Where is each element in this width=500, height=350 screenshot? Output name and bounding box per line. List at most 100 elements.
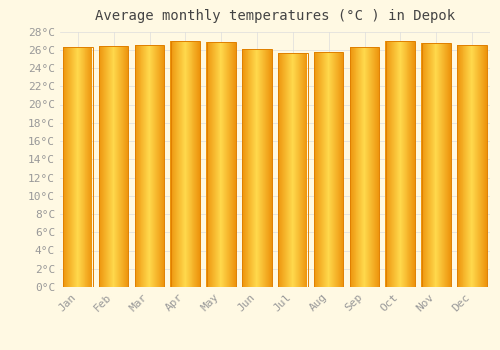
Bar bbox=[268, 49, 269, 287]
Bar bbox=[318, 51, 319, 287]
Bar bbox=[258, 49, 259, 287]
Bar bbox=[63, 47, 64, 287]
Bar bbox=[156, 45, 157, 287]
Bar bbox=[184, 41, 185, 287]
Bar bbox=[438, 43, 439, 287]
Bar bbox=[357, 47, 358, 287]
Bar bbox=[437, 43, 438, 287]
Bar bbox=[269, 49, 270, 287]
Bar bbox=[427, 43, 428, 287]
Bar bbox=[414, 41, 415, 287]
Bar bbox=[233, 42, 234, 287]
Bar bbox=[422, 43, 423, 287]
Bar bbox=[359, 47, 360, 287]
Bar bbox=[142, 45, 143, 287]
Bar bbox=[119, 46, 120, 287]
Bar bbox=[364, 47, 365, 287]
Bar bbox=[476, 45, 477, 287]
Bar bbox=[306, 54, 307, 287]
Bar bbox=[368, 47, 369, 287]
Bar bbox=[324, 51, 325, 287]
Bar bbox=[461, 45, 462, 287]
Bar bbox=[473, 45, 474, 287]
Bar bbox=[426, 43, 427, 287]
Bar bbox=[161, 45, 162, 287]
Bar bbox=[249, 49, 250, 287]
Bar bbox=[195, 41, 196, 287]
Bar bbox=[299, 54, 300, 287]
Bar bbox=[109, 46, 110, 287]
Bar bbox=[361, 47, 362, 287]
Bar bbox=[242, 49, 272, 287]
Bar bbox=[143, 45, 144, 287]
Bar bbox=[182, 41, 183, 287]
Bar bbox=[246, 49, 247, 287]
Bar bbox=[360, 47, 361, 287]
Bar bbox=[340, 51, 341, 287]
Bar bbox=[288, 54, 289, 287]
Bar bbox=[316, 51, 317, 287]
Bar bbox=[482, 45, 483, 287]
Bar bbox=[261, 49, 262, 287]
Bar bbox=[424, 43, 425, 287]
Bar bbox=[425, 43, 426, 287]
Bar bbox=[429, 43, 430, 287]
Bar bbox=[464, 45, 465, 287]
Bar bbox=[475, 45, 476, 287]
Bar bbox=[186, 41, 187, 287]
Bar bbox=[409, 41, 410, 287]
Bar bbox=[108, 46, 109, 287]
Bar bbox=[481, 45, 482, 287]
Bar bbox=[292, 54, 293, 287]
Bar bbox=[173, 41, 174, 287]
Bar bbox=[485, 45, 486, 287]
Bar bbox=[386, 41, 387, 287]
Bar bbox=[83, 47, 84, 287]
Bar bbox=[326, 51, 327, 287]
Bar bbox=[177, 41, 178, 287]
Bar bbox=[398, 41, 399, 287]
Bar bbox=[192, 41, 193, 287]
Bar bbox=[242, 49, 243, 287]
Bar bbox=[322, 51, 323, 287]
Bar bbox=[476, 45, 477, 287]
Bar bbox=[206, 42, 236, 287]
Bar bbox=[208, 42, 210, 287]
Bar bbox=[65, 47, 66, 287]
Bar bbox=[120, 46, 121, 287]
Bar bbox=[216, 42, 217, 287]
Bar bbox=[478, 45, 479, 287]
Bar bbox=[316, 51, 318, 287]
Bar bbox=[176, 41, 177, 287]
Bar bbox=[171, 41, 172, 287]
Bar bbox=[362, 47, 363, 287]
Bar bbox=[323, 51, 324, 287]
Bar bbox=[439, 43, 440, 287]
Bar bbox=[206, 42, 207, 287]
Bar bbox=[145, 45, 146, 287]
Bar bbox=[278, 54, 279, 287]
Bar bbox=[369, 47, 370, 287]
Bar bbox=[260, 49, 261, 287]
Bar bbox=[183, 41, 184, 287]
Bar bbox=[270, 49, 271, 287]
Bar bbox=[267, 49, 268, 287]
Bar bbox=[363, 47, 364, 287]
Bar bbox=[229, 42, 230, 287]
Bar bbox=[101, 46, 102, 287]
Bar bbox=[444, 43, 445, 287]
Bar bbox=[396, 41, 397, 287]
Bar bbox=[76, 47, 77, 287]
Bar bbox=[191, 41, 192, 287]
Bar bbox=[105, 46, 106, 287]
Bar bbox=[79, 47, 80, 287]
Bar bbox=[386, 41, 415, 287]
Bar bbox=[368, 47, 370, 287]
Bar bbox=[440, 43, 441, 287]
Bar bbox=[214, 42, 215, 287]
Bar bbox=[157, 45, 158, 287]
Bar bbox=[462, 45, 463, 287]
Bar bbox=[137, 45, 138, 287]
Bar bbox=[106, 46, 107, 287]
Bar bbox=[158, 45, 159, 287]
